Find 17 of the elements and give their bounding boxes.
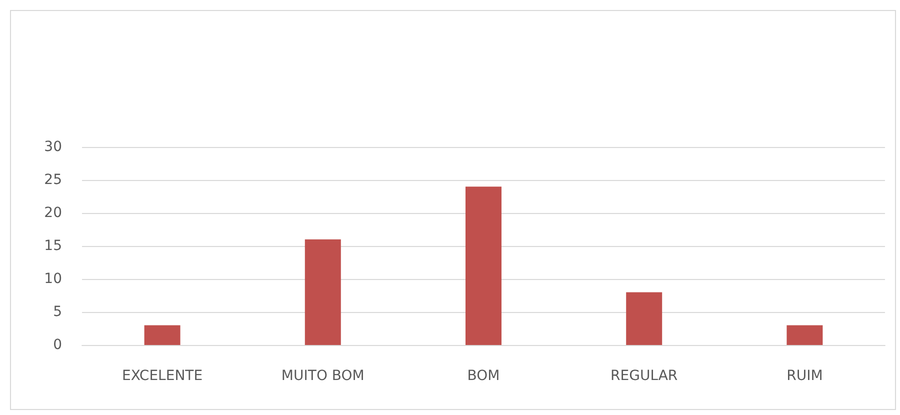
y-tick-label: 0 [53,337,62,353]
y-tick-label: 10 [44,271,62,287]
x-tick-label: RUIM [786,368,823,384]
x-tick-label: EXCELENTE [122,368,203,384]
bar [466,186,502,345]
bar [786,325,823,345]
bar [626,292,662,345]
y-tick-label: 5 [53,304,62,320]
y-tick-label: 15 [44,238,62,254]
bar [304,239,341,345]
y-tick-label: 30 [44,139,62,155]
y-tick-label: 20 [44,205,62,221]
x-tick-label: REGULAR [610,368,678,384]
x-tick-label: BOM [467,368,500,384]
y-tick-label: 25 [44,172,62,188]
bar [144,325,180,345]
x-tick-label: MUITO BOM [281,368,364,384]
